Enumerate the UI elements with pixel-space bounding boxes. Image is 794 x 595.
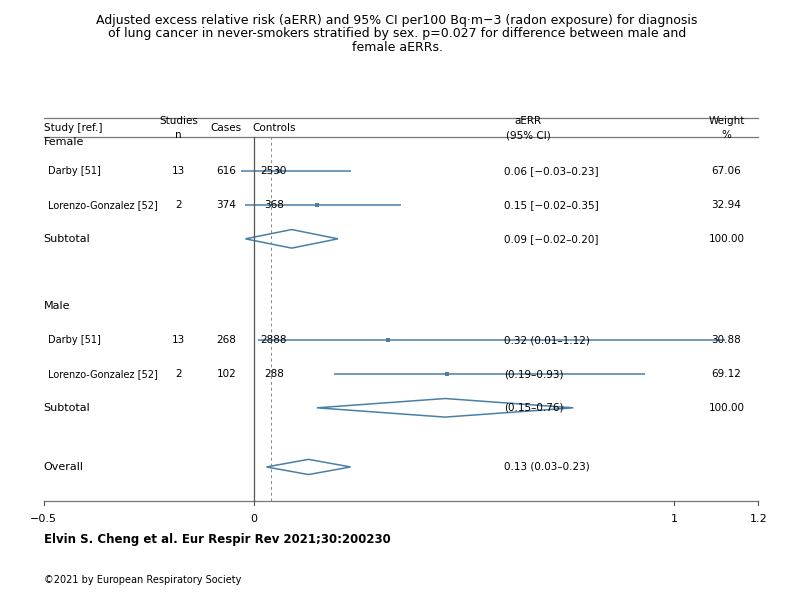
Text: 0.15 [−0.02–0.35]: 0.15 [−0.02–0.35]	[504, 200, 599, 210]
Text: %: %	[722, 130, 731, 140]
Text: 0: 0	[250, 514, 257, 524]
Text: 13: 13	[172, 335, 185, 345]
Text: 32.94: 32.94	[711, 200, 742, 210]
Text: 67.06: 67.06	[711, 166, 742, 176]
Text: Subtotal: Subtotal	[44, 403, 91, 413]
Text: 368: 368	[264, 200, 284, 210]
Text: 2530: 2530	[260, 166, 287, 176]
Text: 268: 268	[216, 335, 237, 345]
Text: (95% CI): (95% CI)	[506, 130, 550, 140]
Text: 0.13 (0.03–0.23): 0.13 (0.03–0.23)	[504, 462, 590, 472]
Text: 616: 616	[216, 166, 237, 176]
Text: of lung cancer in never-smokers stratified by sex. p=0.027 for difference betwee: of lung cancer in never-smokers stratifi…	[108, 27, 686, 40]
Text: Overall: Overall	[44, 462, 83, 472]
Text: 288: 288	[264, 369, 284, 379]
Text: 0.06 [−0.03–0.23]: 0.06 [−0.03–0.23]	[504, 166, 599, 176]
Text: 1: 1	[671, 514, 678, 524]
Text: Subtotal: Subtotal	[44, 234, 91, 244]
Text: 2: 2	[175, 369, 182, 379]
Text: 30.88: 30.88	[711, 335, 742, 345]
Text: 2888: 2888	[260, 335, 287, 345]
Text: 102: 102	[217, 369, 236, 379]
Text: Lorenzo-Gonzalez [52]: Lorenzo-Gonzalez [52]	[48, 200, 157, 210]
Text: ©2021 by European Respiratory Society: ©2021 by European Respiratory Society	[44, 575, 241, 585]
Text: 2: 2	[175, 200, 182, 210]
Text: 13: 13	[172, 166, 185, 176]
Text: (0.19–0.93): (0.19–0.93)	[504, 369, 564, 379]
Text: n: n	[175, 130, 182, 140]
Text: aERR: aERR	[515, 116, 542, 126]
Text: −0.5: −0.5	[30, 514, 57, 524]
Text: Weight: Weight	[708, 116, 745, 126]
Text: Lorenzo-Gonzalez [52]: Lorenzo-Gonzalez [52]	[48, 369, 157, 379]
Text: 69.12: 69.12	[711, 369, 742, 379]
Text: female aERRs.: female aERRs.	[352, 40, 442, 54]
Text: 100.00: 100.00	[708, 234, 745, 244]
Text: 0.32 (0.01–1.12): 0.32 (0.01–1.12)	[504, 335, 590, 345]
Text: Male: Male	[44, 302, 70, 311]
Text: Cases: Cases	[210, 123, 242, 133]
Text: 1.2: 1.2	[750, 514, 767, 524]
Text: (0.15–0.76): (0.15–0.76)	[504, 403, 564, 413]
Text: Darby [51]: Darby [51]	[48, 335, 101, 345]
Text: Adjusted excess relative risk (aERR) and 95% CI per100 Bq·m−3 (radon exposure) f: Adjusted excess relative risk (aERR) and…	[96, 14, 698, 27]
Text: 0.09 [−0.02–0.20]: 0.09 [−0.02–0.20]	[504, 234, 599, 244]
Text: 374: 374	[216, 200, 237, 210]
Text: Elvin S. Cheng et al. Eur Respir Rev 2021;30:200230: Elvin S. Cheng et al. Eur Respir Rev 202…	[44, 533, 391, 546]
Text: Controls: Controls	[252, 123, 295, 133]
Text: Darby [51]: Darby [51]	[48, 166, 101, 176]
Text: Studies: Studies	[160, 116, 198, 126]
Text: Study [ref.]: Study [ref.]	[44, 123, 102, 133]
Text: Female: Female	[44, 137, 84, 147]
Text: 100.00: 100.00	[708, 403, 745, 413]
